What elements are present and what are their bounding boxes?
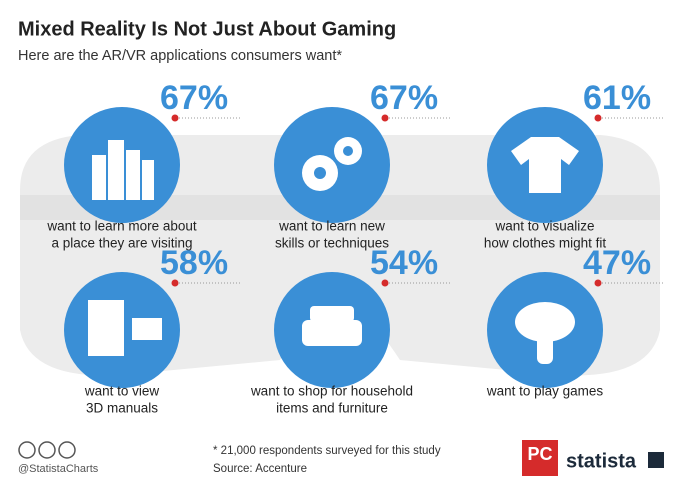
icon xyxy=(314,167,326,179)
percent: 67% xyxy=(370,79,438,117)
pc-logo-box xyxy=(522,440,558,476)
pointer-dot xyxy=(594,114,602,122)
pointer-dot xyxy=(381,114,389,122)
note: * 21,000 respondents surveyed for this s… xyxy=(213,445,441,457)
icon xyxy=(511,137,579,193)
icon xyxy=(343,146,353,156)
source: Source: Accenture xyxy=(213,463,307,475)
icon xyxy=(108,140,124,200)
icon xyxy=(537,330,553,364)
pointer-dot xyxy=(594,279,602,287)
handle: @StatistaCharts xyxy=(18,463,99,475)
icon xyxy=(302,320,362,346)
label: want to view xyxy=(84,384,160,399)
label: a place they are visiting xyxy=(51,236,192,251)
label: want to learn more about xyxy=(46,219,197,234)
label: 3D manuals xyxy=(86,401,158,416)
pointer-dot xyxy=(171,114,179,122)
icon xyxy=(515,302,575,342)
icon xyxy=(132,318,162,340)
label: how clothes might fit xyxy=(484,236,607,251)
label: want to shop for household xyxy=(250,384,413,399)
subtitle: Here are the AR/VR applications consumer… xyxy=(18,48,342,64)
percent: 61% xyxy=(583,79,651,117)
items: 67% want to learn more about a place they … xyxy=(46,79,663,416)
icon xyxy=(126,150,140,200)
label: want to play games xyxy=(486,384,604,399)
pointer-dot xyxy=(171,279,179,287)
percent: 58% xyxy=(160,244,228,282)
brand-logo: statista xyxy=(566,450,637,472)
label: want to learn new xyxy=(278,219,385,234)
pc-logo: PC xyxy=(527,444,552,464)
label: items and furniture xyxy=(276,401,388,416)
footer: @StatistaCharts * 21,000 respondents sur… xyxy=(18,440,664,476)
icon xyxy=(142,160,154,200)
icon xyxy=(88,300,124,356)
percent: 67% xyxy=(160,79,228,117)
percent: 54% xyxy=(370,244,438,282)
icon xyxy=(92,155,106,200)
title: Mixed Reality Is Not Just About Gaming xyxy=(18,18,396,40)
icon xyxy=(310,306,354,322)
label: skills or techniques xyxy=(275,236,389,251)
pointer-dot xyxy=(381,279,389,287)
label: want to visualize xyxy=(494,219,594,234)
percent: 47% xyxy=(583,244,651,282)
